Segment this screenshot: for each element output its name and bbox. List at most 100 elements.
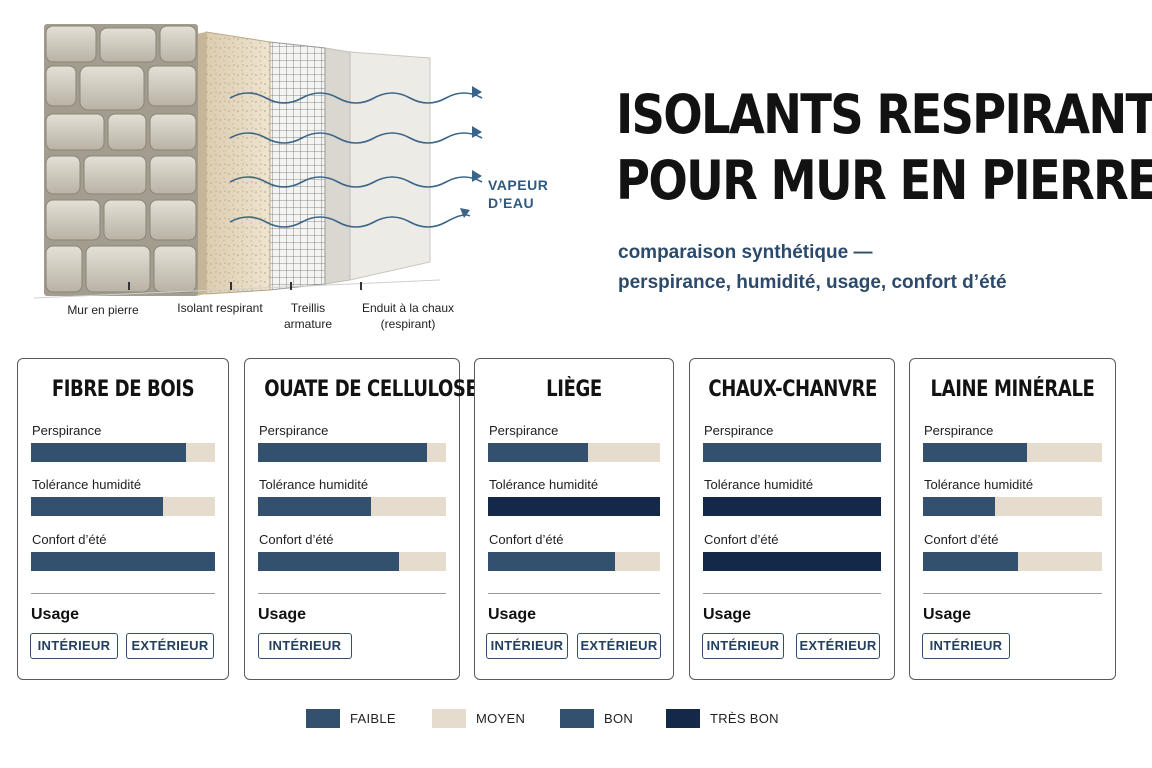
rating-bar-fill [923, 552, 1018, 571]
legend-label-bon: BON [604, 711, 634, 726]
rating-bar-fill [258, 497, 371, 516]
legend-label-faible: FAIBLE [350, 711, 396, 726]
rating-bar-fill [703, 552, 881, 571]
rating-bar-perspirance [923, 443, 1102, 462]
criterion-label-perspirance: Perspirance [924, 423, 994, 438]
rating-bar-perspirance [31, 443, 215, 462]
card-title: OUATE DE CELLULOSE [264, 377, 478, 402]
card-divider [703, 593, 881, 594]
lime-render-layer [324, 47, 431, 285]
card-divider [923, 593, 1102, 594]
rating-bar-fill [31, 443, 186, 462]
card-liege: LIÈGE Perspirance Tolérance humidité Confor… [474, 358, 674, 680]
criterion-label-perspirance: Perspirance [489, 423, 559, 438]
subtitle-line-2: perspirance, humidité, usage, confort d’… [618, 272, 1007, 293]
legend-swatch-faible [306, 709, 340, 728]
criterion-label-confort-d-ete: Confort d’été [489, 532, 564, 547]
criterion-label-tolerance-humidite: Tolérance humidité [489, 477, 599, 492]
card-title: FIBRE DE BOIS [51, 377, 195, 402]
rating-bar-fill [488, 443, 588, 462]
rating-bar-confort-d-ete [923, 552, 1102, 571]
card-laine-minerale: LAINE MINÉRALE Perspirance Tolérance humid… [909, 358, 1116, 680]
criterion-label-perspirance: Perspirance [32, 423, 102, 438]
rating-bar-fill [923, 497, 995, 516]
criterion-label-confort-d-ete: Confort d’été [259, 532, 334, 547]
page-subtitle: comparaison synthétique — perspirance, h… [618, 238, 1138, 298]
wall-section-illustration: VAPEUR D’EAU Mur en pierre Isolant respi… [20, 18, 560, 338]
vapour-label-line-2: D’EAU [488, 195, 535, 211]
legend-swatch-tres-bon [666, 709, 700, 728]
title-line-2: POUR MUR EN PIERRE [616, 149, 1152, 212]
legend-swatch-bon [560, 709, 594, 728]
stone-wall-layer [44, 24, 198, 296]
card-divider [258, 593, 446, 594]
rating-bar-tolerance-humidite [703, 497, 881, 516]
legend-label-tres-bon: TRÈS BON [710, 711, 779, 726]
usage-label: Usage [488, 606, 537, 623]
rating-bar-perspirance [488, 443, 660, 462]
usage-tag-exterieur: EXTÉRIEUR [126, 633, 214, 659]
card-divider [31, 593, 215, 594]
rating-bar-fill [258, 552, 399, 571]
card-title: CHAUX-CHANVRE [708, 377, 877, 402]
rating-bar-confort-d-ete [31, 552, 215, 571]
usage-label: Usage [703, 606, 752, 623]
subtitle-line-1: comparaison synthétique — [618, 242, 873, 263]
rating-bar-confort-d-ete [488, 552, 660, 571]
usage-label: Usage [258, 606, 307, 623]
rating-bar-fill [31, 497, 164, 516]
vapour-label: VAPEUR D’EAU [488, 176, 548, 212]
rating-bar-fill [703, 497, 881, 516]
criterion-label-confort-d-ete: Confort d’été [924, 532, 999, 547]
criterion-label-tolerance-humidite: Tolérance humidité [704, 477, 814, 492]
card-chaux-chanvre: CHAUX-CHANVRE Perspirance Tolérance humidi… [689, 358, 895, 680]
tick-render [360, 282, 362, 290]
vapour-arrowheads [460, 86, 482, 218]
rating-bar-fill [31, 552, 215, 571]
vapour-label-line-1: VAPEUR [488, 177, 549, 193]
rating-bar-fill [923, 443, 1027, 462]
rating-bar-tolerance-humidite [31, 497, 215, 516]
tick-stone [128, 282, 130, 290]
tick-mesh [290, 282, 292, 290]
criterion-label-tolerance-humidite: Tolérance humidité [32, 477, 142, 492]
usage-tag-interieur: INTÉRIEUR [30, 633, 118, 659]
rating-bar-confort-d-ete [258, 552, 446, 571]
rating-bar-confort-d-ete [703, 552, 881, 571]
insulation-layer [196, 31, 271, 296]
vapour-arrows [229, 92, 483, 228]
label-lime-render: Enduit à la chaux (respirant) [361, 301, 455, 331]
usage-tag-exterieur: EXTÉRIEUR [577, 633, 661, 659]
rating-bar-fill [488, 497, 660, 516]
usage-tag-interieur: INTÉRIEUR [702, 633, 784, 659]
usage-tag-interieur: INTÉRIEUR [258, 633, 352, 659]
card-ouate-de-cellulose: OUATE DE CELLULOSE Perspirance Tolérance h… [244, 358, 478, 680]
usage-tag-interieur: INTÉRIEUR [922, 633, 1010, 659]
rating-bar-fill [258, 443, 428, 462]
legend-label-moyen: MOYEN [476, 711, 526, 726]
criterion-label-tolerance-humidite: Tolérance humidité [924, 477, 1034, 492]
criterion-label-perspirance: Perspirance [704, 423, 774, 438]
rating-bar-perspirance [703, 443, 881, 462]
usage-tag-exterieur: EXTÉRIEUR [796, 633, 880, 659]
card-fibre-de-bois: FIBRE DE BOIS Perspirance Tolérance humidi… [17, 358, 229, 680]
rating-bar-tolerance-humidite [488, 497, 660, 516]
criterion-label-confort-d-ete: Confort d’été [704, 532, 779, 547]
card-divider [488, 593, 660, 594]
rating-bar-fill [488, 552, 616, 571]
rating-bar-tolerance-humidite [258, 497, 446, 516]
wall-layers-drawing [33, 24, 483, 299]
rating-bar-perspirance [258, 443, 446, 462]
criterion-label-perspirance: Perspirance [259, 423, 329, 438]
rating-bar-fill [703, 443, 881, 462]
card-title: LAINE MINÉRALE [930, 377, 1095, 402]
criterion-label-confort-d-ete: Confort d’été [32, 532, 107, 547]
tick-insulation [230, 282, 232, 290]
page-title: ISOLANTS RESPIRANTS POUR MUR EN PIERRE [616, 82, 1152, 214]
usage-tag-interieur: INTÉRIEUR [486, 633, 568, 659]
title-line-1: ISOLANTS RESPIRANTS [616, 83, 1152, 146]
usage-label: Usage [923, 606, 972, 623]
label-stone-wall: Mur en pierre [67, 303, 139, 317]
card-title: LIÈGE [546, 377, 602, 402]
legend-swatch-moyen [432, 709, 466, 728]
